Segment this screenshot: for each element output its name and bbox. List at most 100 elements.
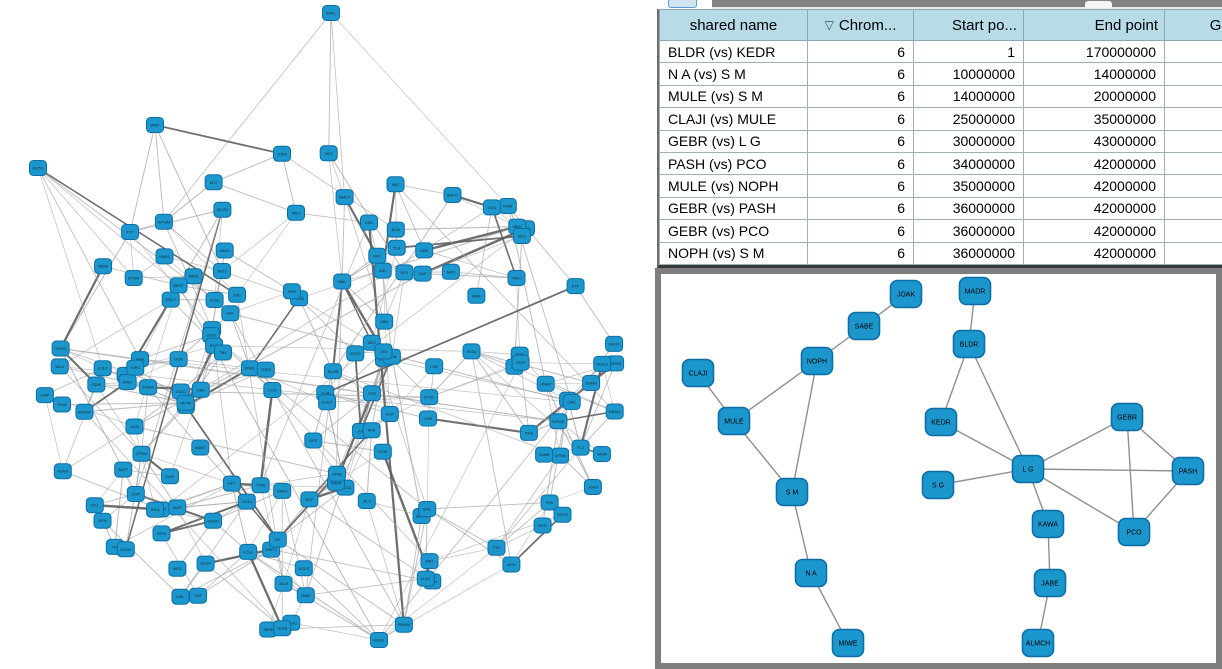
table-cell[interactable]: 30000000 (913, 130, 1024, 153)
network-node[interactable]: RDJ (512, 228, 531, 244)
table-cell[interactable]: 6 (807, 130, 914, 153)
node-shape[interactable] (191, 439, 210, 456)
table-row[interactable]: BLDR (vs) KEDR61170000000192.0 (659, 40, 1222, 64)
network-node[interactable]: HUNG (53, 463, 72, 480)
node-shape[interactable] (1033, 568, 1067, 598)
node-shape[interactable] (1011, 454, 1045, 484)
network-node[interactable]: IEGU (462, 343, 481, 360)
network-node[interactable]: LWAI (296, 587, 315, 604)
node-shape[interactable] (126, 359, 145, 376)
network-node[interactable]: NRJ (420, 553, 439, 570)
column-header-genetic-distance[interactable]: Genetic... (1164, 9, 1222, 41)
table-cell[interactable]: 8.4 (1164, 219, 1222, 243)
network-node[interactable]: HJDL (205, 292, 224, 308)
network-node[interactable]: NKJ (386, 176, 405, 193)
network-node[interactable]: WEJ (287, 204, 305, 221)
node-shape[interactable] (87, 376, 106, 393)
table-row[interactable]: N A (vs) S M610000000140000006.6 (659, 62, 1222, 86)
network-node[interactable]: KTF (566, 278, 585, 295)
node-shape[interactable] (176, 394, 195, 411)
column-header-start-point[interactable]: Start po... (913, 9, 1024, 41)
table-cell[interactable]: 6.6 (1164, 62, 1222, 86)
node-shape[interactable] (482, 199, 501, 216)
node-shape[interactable] (889, 279, 923, 309)
table-cell[interactable]: GEBR (vs) PCO (659, 219, 808, 243)
column-filter-icon[interactable]: ▽ (824, 17, 834, 32)
network-node[interactable]: ODW (87, 376, 106, 393)
network-node[interactable]: NNID (184, 268, 203, 285)
column-header-shared-name[interactable]: shared name (659, 9, 808, 41)
node-shape[interactable] (94, 258, 113, 275)
node-shape[interactable] (419, 410, 437, 427)
network-node[interactable]: LEUU (237, 493, 256, 510)
network-node[interactable]: OGR (169, 351, 188, 368)
network-node[interactable]: SFCS (553, 506, 572, 523)
network-node[interactable]: JODF (273, 145, 291, 162)
network-node[interactable]: LOE (425, 358, 444, 375)
network-node[interactable]: TDSE (256, 361, 275, 378)
node-shape[interactable] (35, 387, 54, 404)
network-node[interactable]: OPF (304, 432, 323, 449)
node-shape[interactable] (562, 394, 581, 410)
network-node[interactable]: TGRI (251, 477, 270, 494)
network-node[interactable]: MAO (118, 374, 137, 390)
node-shape[interactable] (322, 5, 340, 21)
node-shape[interactable] (443, 187, 462, 203)
network-node[interactable]: OMAJ (273, 482, 292, 499)
network-node[interactable]: LLNT (416, 570, 435, 587)
column-header-chromosome[interactable]: ▽ Chrom... (807, 9, 914, 41)
table-cell[interactable]: 42000000 (1023, 174, 1165, 198)
node-shape[interactable] (114, 461, 133, 478)
node-shape[interactable] (50, 358, 69, 375)
network-node[interactable]: PPT (222, 475, 241, 492)
network-node[interactable]: TMSJ (507, 270, 526, 286)
network-node[interactable]: NBNO (605, 403, 624, 420)
node-shape[interactable] (124, 270, 143, 286)
node-shape[interactable] (502, 556, 521, 573)
network-node[interactable]: RKC (368, 247, 387, 264)
node-shape[interactable] (328, 465, 346, 482)
node-shape[interactable] (155, 248, 174, 265)
table-cell[interactable]: 6 (807, 85, 914, 109)
node-shape[interactable] (168, 560, 187, 577)
network-node[interactable]: EPN (93, 512, 112, 529)
network-node[interactable]: MLII (357, 493, 376, 509)
node-shape[interactable] (300, 491, 319, 508)
table-cell[interactable]: 9.9 (1164, 242, 1222, 266)
node-shape[interactable] (251, 477, 270, 494)
node-shape[interactable] (831, 628, 865, 658)
node-shape[interactable] (416, 570, 435, 587)
node-shape[interactable] (847, 311, 881, 341)
table-cell[interactable]: 42000000 (1023, 197, 1165, 221)
node-shape[interactable] (53, 396, 71, 413)
network-node[interactable]: BNL (418, 501, 437, 517)
node-shape[interactable] (204, 174, 223, 191)
node-shape[interactable] (373, 443, 392, 460)
table-row[interactable]: GEBR (vs) PCO636000000420000008.4 (659, 219, 1222, 243)
node-shape[interactable] (118, 374, 137, 390)
node-shape[interactable] (375, 313, 394, 330)
network-node-madr[interactable]: MADR (958, 276, 992, 306)
node-shape[interactable] (519, 424, 538, 441)
node-shape[interactable] (924, 407, 958, 437)
table-row[interactable]: MULE (vs) S M614000000200000007.5 (659, 85, 1222, 109)
network-node[interactable]: KRJ (395, 264, 414, 281)
network-node[interactable]: NHH (282, 283, 301, 300)
table-cell[interactable]: 14000000 (1023, 62, 1165, 86)
node-shape[interactable] (323, 363, 342, 380)
node-shape[interactable] (1117, 517, 1151, 547)
node-shape[interactable] (512, 228, 531, 244)
network-node-s-m[interactable]: S M (775, 477, 809, 507)
network-node[interactable]: DNM (498, 198, 517, 214)
node-shape[interactable] (268, 531, 287, 548)
network-node-s-g[interactable]: S G (921, 470, 955, 500)
table-cell[interactable]: GEBR (vs) PASH (659, 197, 808, 221)
network-node[interactable]: HNAP (536, 375, 555, 392)
node-shape[interactable] (374, 343, 393, 360)
column-header-end-point[interactable]: End point (1023, 9, 1165, 41)
node-shape[interactable] (169, 351, 188, 368)
node-shape[interactable] (51, 340, 70, 357)
network-node[interactable]: MFC (168, 560, 187, 577)
network-node[interactable]: WTUM (154, 213, 173, 230)
network-node[interactable]: WUJ (213, 263, 231, 279)
